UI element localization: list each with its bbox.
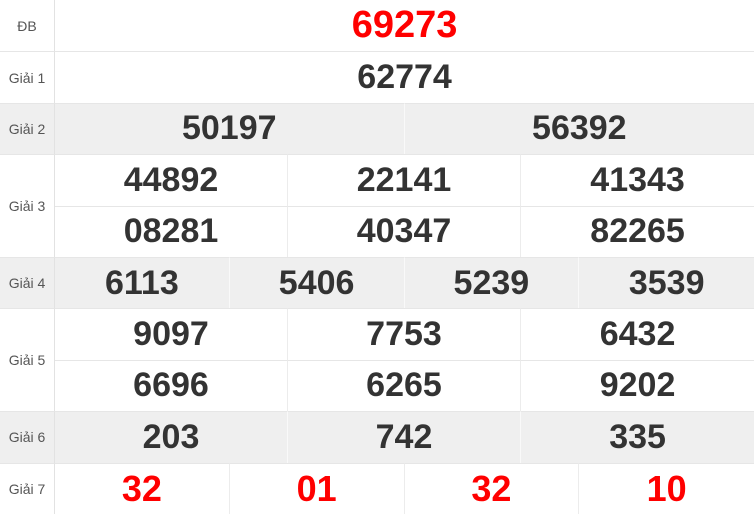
- prize-label-5: Giải 5: [0, 308, 55, 412]
- prize-5-value-6: 9202: [521, 359, 754, 411]
- prize-row-3-line2: 08281 40347 82265: [0, 205, 754, 257]
- prize-3-value-5: 40347: [288, 205, 521, 257]
- prize-4-value-3: 5239: [404, 256, 580, 309]
- prize-row-3-line1: Giải 3 44892 22141 41343: [0, 154, 754, 257]
- prize-3-value-2: 22141: [288, 154, 521, 206]
- prize-label-2: Giải 2: [0, 102, 55, 155]
- prize-7-value-3: 32: [404, 462, 580, 514]
- prize-3-value-6: 82265: [521, 205, 754, 257]
- prize-3-value-1: 44892: [55, 154, 288, 206]
- prize-7-value-1: 32: [55, 462, 230, 514]
- prize-5-value-3: 6432: [521, 308, 754, 359]
- prize-row-5-line1: Giải 5 9097 7753 6432: [0, 308, 754, 412]
- prize-label-4: Giải 4: [0, 256, 55, 309]
- prize-6-value-2: 742: [288, 411, 521, 463]
- prize-4-value-1: 6113: [55, 256, 230, 309]
- prize-1-value: 62774: [55, 51, 754, 102]
- prize-row-db: ĐB 69273: [0, 0, 754, 52]
- prize-row-7: Giải 7 32 01 32 10: [0, 462, 754, 514]
- prize-label-7: Giải 7: [0, 462, 55, 514]
- prize-7-value-2: 01: [229, 462, 405, 514]
- prize-label-6: Giải 6: [0, 411, 55, 463]
- prize-4-value-4: 3539: [579, 256, 754, 309]
- prize-2-value-2: 56392: [404, 102, 754, 155]
- prize-row-2: Giải 2 50197 56392: [0, 102, 754, 155]
- prize-row-5-line2: 6696 6265 9202: [0, 359, 754, 412]
- prize-label-1: Giải 1: [0, 51, 55, 103]
- prize-6-value-1: 203: [55, 411, 288, 463]
- prize-row-6: Giải 6 203 742 335: [0, 411, 754, 463]
- prize-3-value-3: 41343: [521, 154, 754, 205]
- prize-row-4: Giải 4 6113 5406 5239 3539: [0, 256, 754, 309]
- prize-5-value-2: 7753: [288, 308, 521, 360]
- prize-2-value-1: 50197: [55, 102, 405, 155]
- prize-5-value-4: 6696: [55, 359, 288, 412]
- prize-label-3: Giải 3: [0, 154, 55, 257]
- prize-5-value-5: 6265: [288, 359, 521, 412]
- prize-row-1: Giải 1 62774: [0, 51, 754, 103]
- prize-4-value-2: 5406: [229, 256, 405, 309]
- prize-7-value-4: 10: [579, 462, 754, 514]
- prize-6-value-3: 335: [521, 411, 754, 463]
- prize-label-db: ĐB: [0, 0, 55, 52]
- prize-5-value-1: 9097: [55, 308, 288, 360]
- prize-3-value-4: 08281: [55, 205, 288, 257]
- prize-db-value: 69273: [351, 4, 458, 47]
